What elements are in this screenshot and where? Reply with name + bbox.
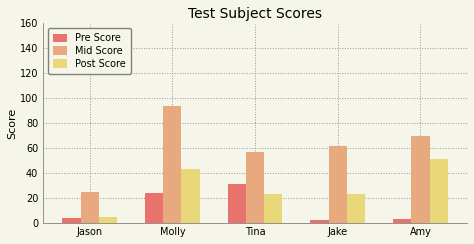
Bar bbox=[246, 152, 264, 223]
Bar bbox=[81, 192, 99, 223]
Bar bbox=[411, 136, 429, 223]
Bar bbox=[163, 106, 182, 223]
Title: Test Subject Scores: Test Subject Scores bbox=[188, 7, 322, 21]
Bar bbox=[429, 159, 448, 223]
Bar bbox=[264, 194, 283, 223]
Bar bbox=[347, 194, 365, 223]
Bar bbox=[393, 219, 411, 223]
Bar bbox=[182, 169, 200, 223]
Y-axis label: Score: Score bbox=[7, 108, 17, 139]
Bar bbox=[145, 193, 163, 223]
Legend: Pre Score, Mid Score, Post Score: Pre Score, Mid Score, Post Score bbox=[48, 28, 131, 74]
Bar bbox=[228, 184, 246, 223]
Bar bbox=[328, 146, 347, 223]
Bar bbox=[310, 220, 328, 223]
Bar bbox=[99, 217, 117, 223]
Bar bbox=[63, 218, 81, 223]
